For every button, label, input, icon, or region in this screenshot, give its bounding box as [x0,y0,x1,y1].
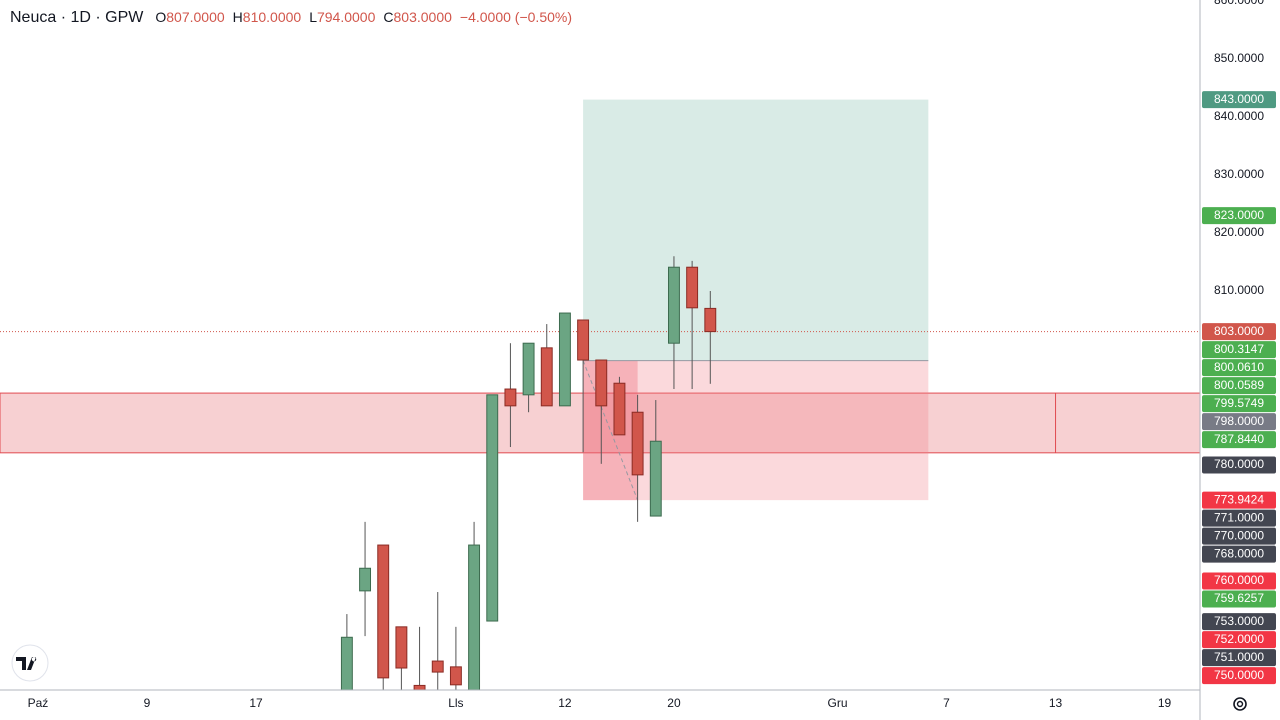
candle-body [395,626,408,669]
price-badge [1202,323,1276,341]
ohlc-value: 794.0000 [317,9,376,25]
price-badge-label: 803.0000 [1214,324,1264,338]
price-badge [1202,572,1276,590]
y-tick-label: 850.0000 [1214,51,1264,65]
ohlc-legend: O807.0000 H810.0000 L794.0000 C803.0000 −4.0… [155,9,572,25]
price-badge [1202,431,1276,449]
y-tick-label: 810.0000 [1214,283,1264,297]
candle-body [431,660,444,673]
price-badge [1202,377,1276,395]
price-badge-label: 800.0610 [1214,360,1264,374]
price-badge [1202,667,1276,685]
price-badge-label: 787.8440 [1214,432,1264,446]
price-badge [1202,527,1276,545]
x-tick-label: Lls [448,696,463,710]
ohlc-key: H [233,9,243,25]
ohlc-value: 807.0000 [166,9,225,25]
candle-body [577,319,590,361]
ohlc-key: L [309,9,317,25]
candle-body [540,347,553,407]
price-badge-label: 780.0000 [1214,457,1264,471]
y-tick-label: 860.0000 [1214,0,1264,7]
chart-title: Neuca · 1D · GPW [10,9,144,26]
price-badge [1202,509,1276,527]
candle-body [449,666,462,686]
ohlc-key: C [383,9,393,25]
candle-body [359,567,372,592]
candle-body [468,544,481,690]
price-badge [1202,613,1276,631]
price-badge-label: 751.0000 [1214,650,1264,664]
candle-body [504,388,517,407]
price-badge-label: 843.0000 [1214,92,1264,106]
price-badge [1202,649,1276,667]
price-badge-label: 798.0000 [1214,414,1264,428]
candle-body [377,544,390,679]
candle-body [558,312,571,407]
y-tick-label: 820.0000 [1214,225,1264,239]
price-badge [1202,413,1276,431]
x-tick-label: 20 [667,696,681,710]
price-badge-label: 752.0000 [1214,632,1264,646]
price-badge [1202,545,1276,563]
x-tick-label: 13 [1049,696,1063,710]
y-tick-label: 830.0000 [1214,167,1264,181]
candle-body [340,636,353,690]
x-tick-label: 19 [1158,696,1172,710]
candle-body [668,266,680,344]
price-badge-label: 800.0589 [1214,378,1264,392]
price-badge-label: 768.0000 [1214,546,1264,560]
price-badge-label: 753.0000 [1214,614,1264,628]
time-axis [0,690,1200,720]
x-tick-label: 7 [943,696,950,710]
price-badge [1202,491,1276,509]
candle-body [486,394,499,622]
price-badge [1202,359,1276,377]
change: −4.0000 (−0.50%) [460,9,572,25]
price-badge-label: 823.0000 [1214,208,1264,222]
candle-body [686,266,699,309]
price-badge-label: 760.0000 [1214,573,1264,587]
candle-body [613,382,626,436]
ohlc-key: O [155,9,166,25]
ohlc-value: 803.0000 [394,9,453,25]
price-badge [1202,590,1276,608]
x-tick-label: 12 [558,696,572,710]
settings-icon[interactable] [1233,697,1247,711]
candle-body [649,440,662,517]
price-badge-label: 799.5749 [1214,396,1264,410]
price-badge-label: 759.6257 [1214,591,1264,605]
price-badge [1202,207,1276,225]
x-tick-label: 17 [249,696,263,710]
price-badge [1202,631,1276,649]
x-tick-label: Gru [827,696,847,710]
ohlc-value: 810.0000 [243,9,302,25]
candle-body [522,342,535,396]
path-arrow [582,360,639,501]
y-tick-label: 840.0000 [1214,109,1264,123]
price-badge [1202,395,1276,413]
x-tick-label: Paź [28,696,49,710]
target-zone [583,99,929,361]
price-badge-label: 800.3147 [1214,342,1264,356]
price-badge [1202,456,1276,474]
price-badge [1202,341,1276,359]
logo[interactable] [11,644,49,682]
candle-body [413,684,426,690]
price-badge-label: 770.0000 [1214,528,1264,542]
candle-body [631,411,644,476]
price-badge-label: 773.9424 [1214,492,1264,506]
candle-body [704,307,717,333]
price-badge-label: 750.0000 [1214,668,1264,682]
price-badge [1202,91,1276,109]
price-badge-label: 771.0000 [1214,510,1264,524]
x-tick-label: 9 [144,696,151,710]
candle-body [595,359,608,407]
